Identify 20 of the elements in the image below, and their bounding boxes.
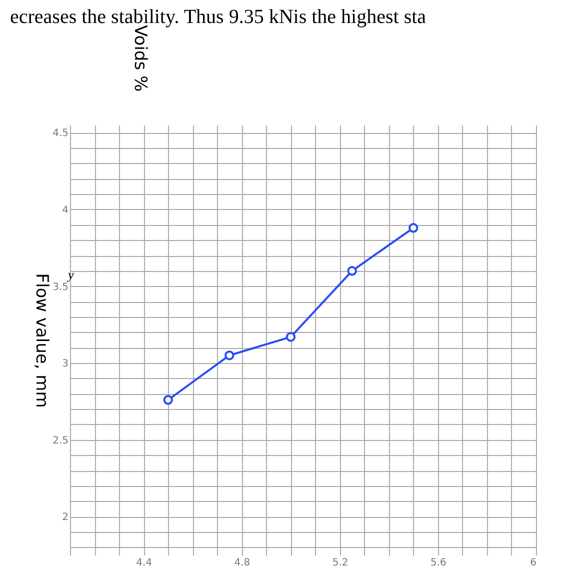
x-tick-label: 4.8 xyxy=(234,558,250,568)
point xyxy=(347,266,357,276)
y-tick-label: 4 xyxy=(62,204,68,216)
y-tick-label: 2 xyxy=(62,512,68,524)
y-tick-label: 3 xyxy=(62,358,68,370)
y-tick-label: 2.5 xyxy=(52,435,68,446)
point xyxy=(286,332,296,342)
point xyxy=(408,223,418,233)
annotation: y xyxy=(66,267,74,282)
y-axis-title: Flow value, mm xyxy=(32,273,52,408)
x-tick-label: 4.4 xyxy=(136,558,152,568)
y-tick-label: 4.5 xyxy=(52,128,68,140)
x-tick-label: 6 xyxy=(530,558,536,568)
x-tick-label: 5.6 xyxy=(430,558,446,568)
point xyxy=(224,350,234,360)
y-tick-label: 3.5 xyxy=(52,282,68,293)
text: Voids % xyxy=(130,25,150,92)
x-tick-label: 5.2 xyxy=(332,558,348,568)
text: ecreases the stability. Thus 9.35 kNis the highest sta xyxy=(10,6,426,28)
point xyxy=(163,395,173,405)
